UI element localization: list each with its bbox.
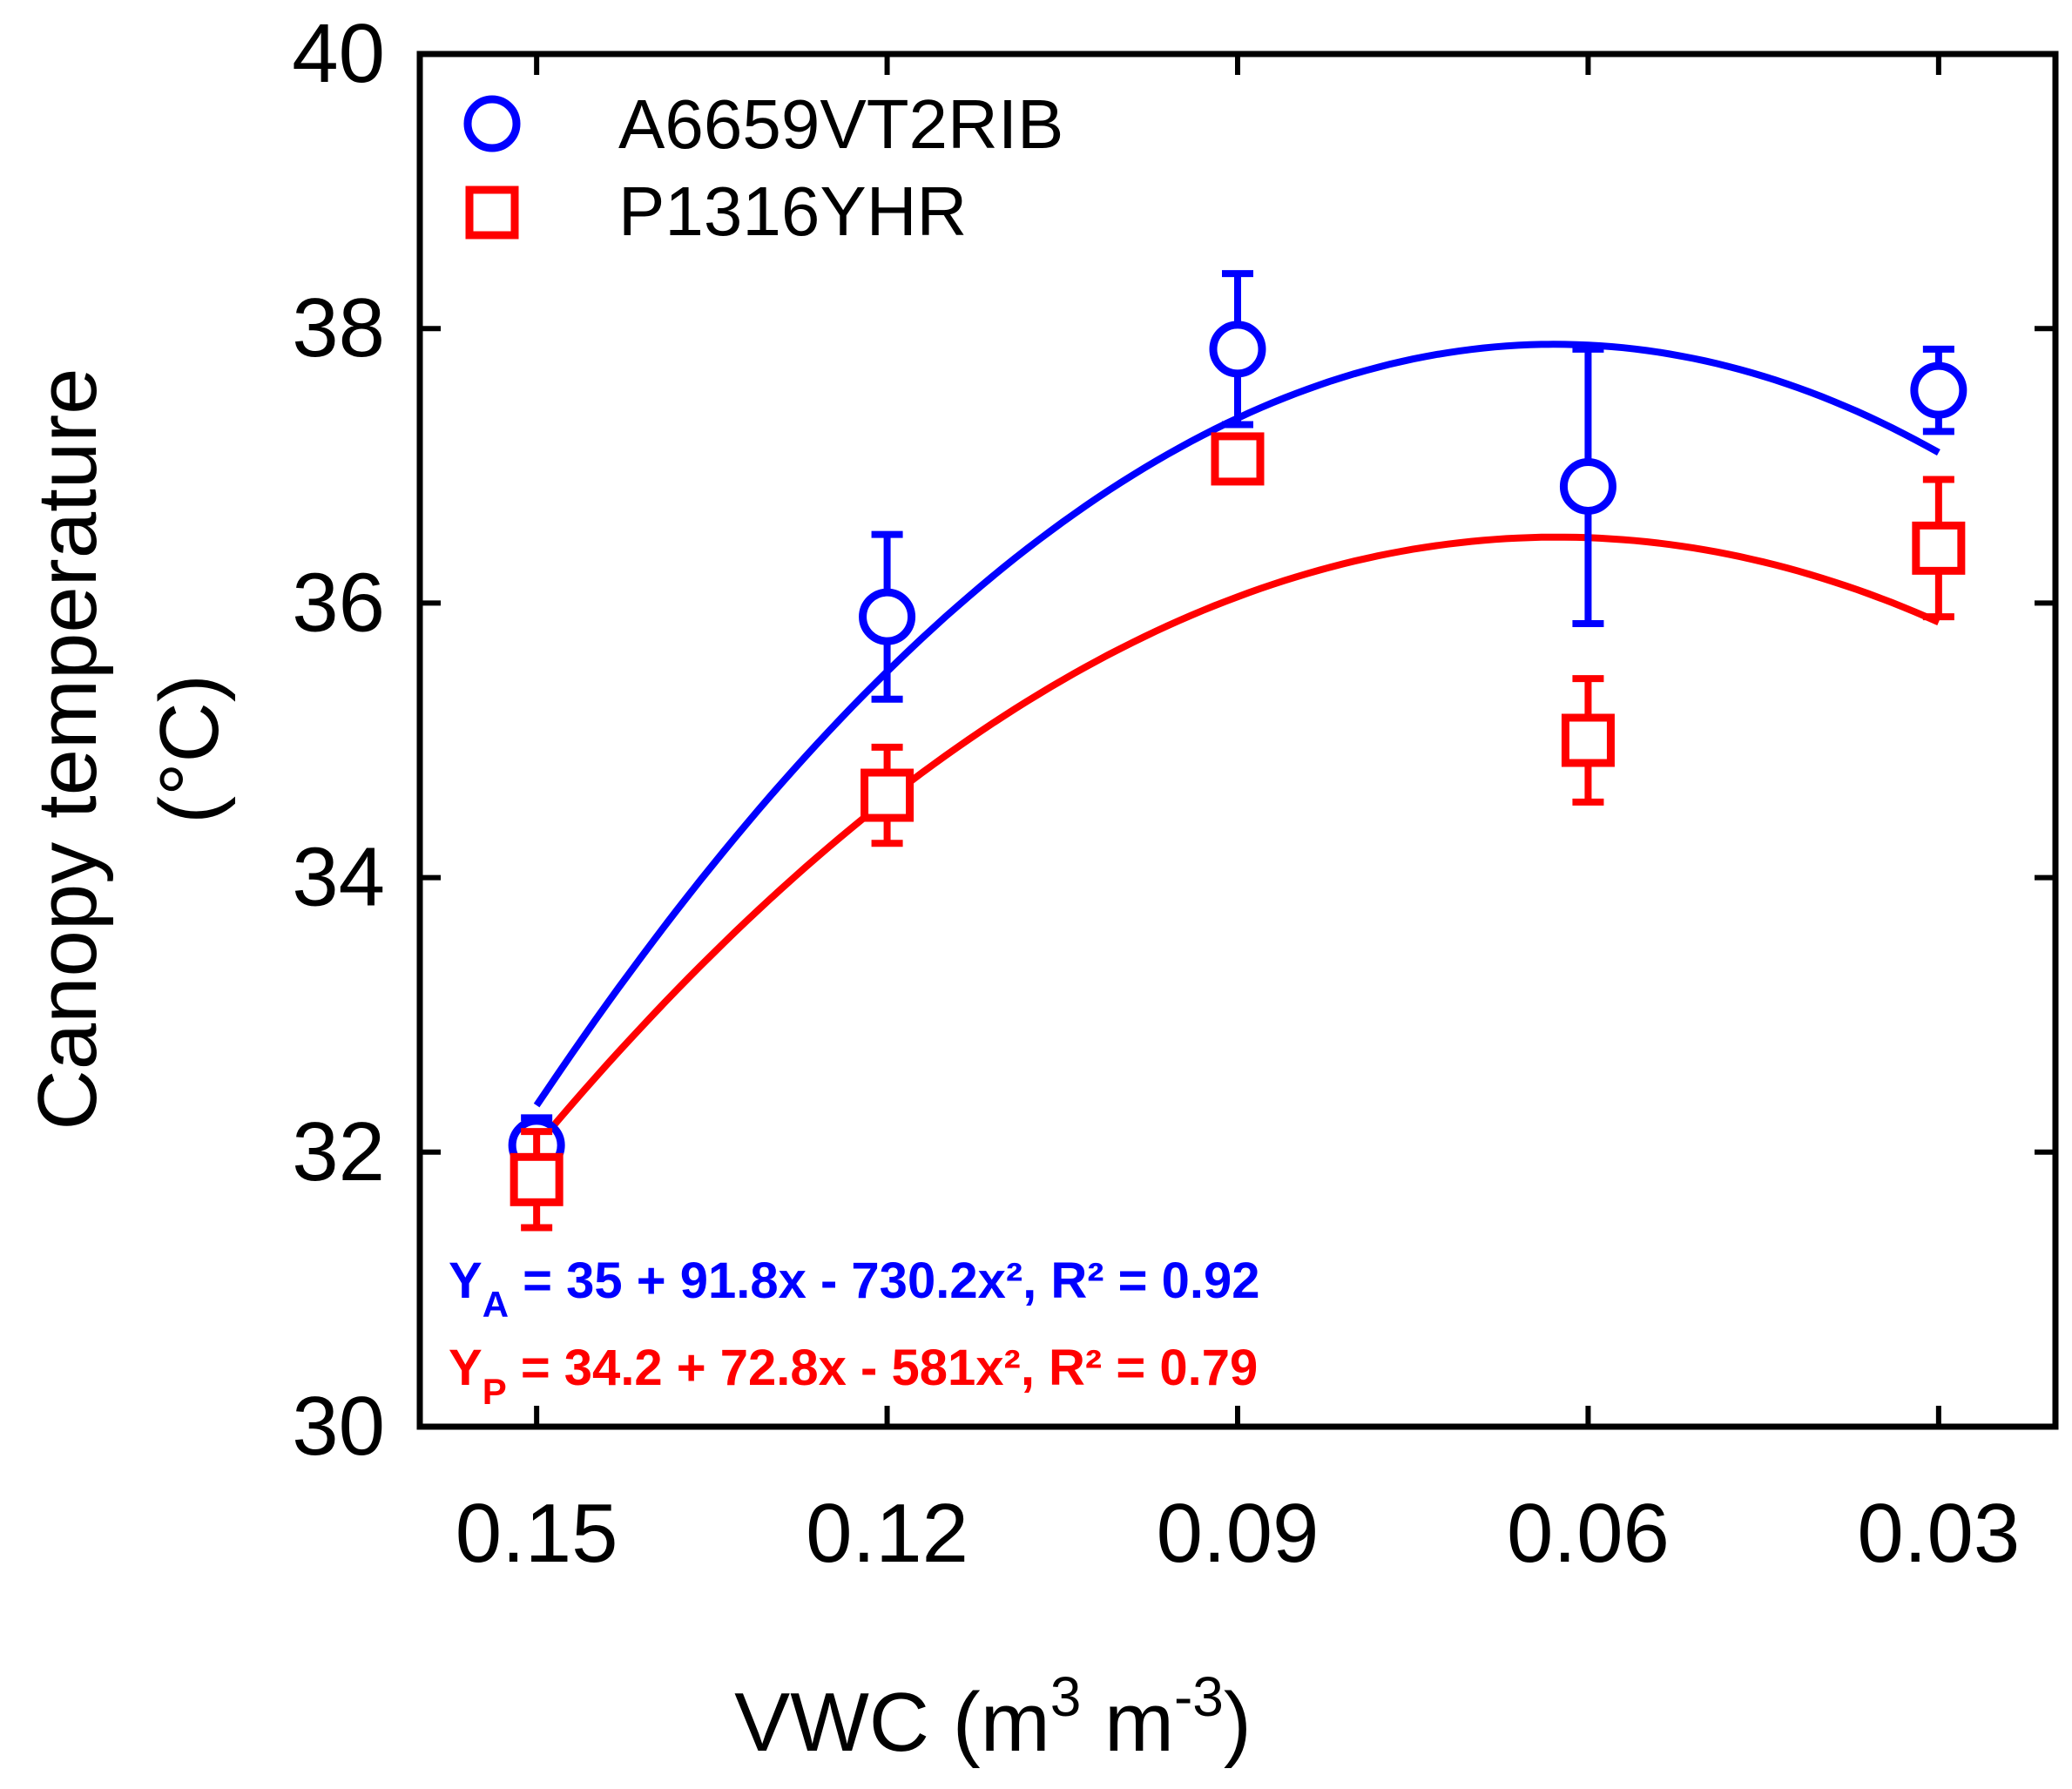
legend-label-a: A6659VT2RIB xyxy=(618,85,1063,163)
marker-circle-a xyxy=(1910,361,1967,419)
x-label-suffix: ) xyxy=(1224,1676,1252,1769)
legend-marker-circle xyxy=(463,95,521,152)
y-tick-label: 38 xyxy=(292,281,385,375)
equation-a-rest: = 35 + 91.8x - 730.2x², R² = 0.92 xyxy=(509,1252,1260,1309)
x-label-prefix: VWC (m xyxy=(734,1676,1050,1769)
marker-square-p xyxy=(1561,713,1615,767)
data-point-a xyxy=(1559,345,1616,628)
x-axis-label: VWC (m3 m-3) xyxy=(734,1665,1252,1769)
equation-p-sub: P xyxy=(483,1371,507,1412)
equation-p-rest: = 34.2 + 72.8x - 581x², R² = 0.79 xyxy=(507,1340,1259,1396)
marker-square-p xyxy=(1211,432,1265,486)
data-point-p xyxy=(861,743,915,847)
x-tick-label: 0.15 xyxy=(456,1487,618,1580)
x-tick-label: 0.06 xyxy=(1507,1487,1670,1580)
marker-circle-a xyxy=(1209,321,1266,378)
data-point-p xyxy=(1912,476,1966,621)
data-point-a xyxy=(1209,270,1266,429)
data-point-a xyxy=(1910,345,1967,435)
data-point-p xyxy=(1561,675,1615,806)
x-tick-label: 0.12 xyxy=(806,1487,969,1580)
y-tick-label: 34 xyxy=(292,831,385,924)
svg-text:(°C): (°C) xyxy=(143,674,236,824)
data-point-p xyxy=(510,1128,564,1232)
legend-label-p: P1316YHR xyxy=(618,172,967,250)
marker-square-p xyxy=(510,1152,564,1206)
y-axis-label: Canopy temperature (°C) xyxy=(21,368,236,1130)
svg-text:Canopy temperature: Canopy temperature xyxy=(21,368,114,1130)
svg-text:YP = 34.2 + 72.8x - 581x², R²: YP = 34.2 + 72.8x - 581x², R² = 0.79 xyxy=(449,1340,1258,1412)
data-point-a xyxy=(859,530,916,703)
equation-a: YA = 35 + 91.8x - 730.2x², R² = 0.92 xyxy=(449,1252,1260,1325)
x-tick-label: 0.03 xyxy=(1857,1487,2020,1580)
equation-a-sub: A xyxy=(483,1284,509,1325)
x-tick-labels: 0.15 0.12 0.09 0.06 0.03 xyxy=(456,1487,2021,1580)
svg-text:VWC (m3 m-3): VWC (m3 m-3) xyxy=(734,1665,1252,1769)
legend-marker-square xyxy=(465,186,519,240)
equation-p: YP = 34.2 + 72.8x - 581x², R² = 0.79 xyxy=(449,1340,1258,1412)
plot-frame xyxy=(416,51,2059,1430)
svg-text:YA = 35 + 91.8x - 730.2x², R²: YA = 35 + 91.8x - 730.2x², R² = 0.92 xyxy=(449,1252,1260,1325)
y-tick-labels: 30 32 34 36 38 40 xyxy=(292,7,385,1473)
plot-area xyxy=(416,51,2059,1430)
fit-curve-p xyxy=(534,533,1940,1148)
x-tick-label: 0.09 xyxy=(1157,1487,1319,1580)
equation-a-y: Y xyxy=(449,1252,483,1309)
data-point-p xyxy=(1211,432,1265,486)
equation-p-y: Y xyxy=(449,1340,483,1396)
y-tick-label: 32 xyxy=(292,1105,385,1198)
marker-square-p xyxy=(1912,521,1966,575)
data-marks xyxy=(508,270,1967,1232)
y-tick-label: 40 xyxy=(292,7,385,100)
legend: A6659VT2RIB P1316YHR xyxy=(463,85,1063,250)
y-tick-label: 30 xyxy=(292,1380,385,1473)
marker-circle-a xyxy=(859,588,916,645)
y-tick-label: 36 xyxy=(292,556,385,649)
x-label-mid: m xyxy=(1081,1676,1174,1769)
x-label-sup1: 3 xyxy=(1050,1665,1082,1728)
marker-circle-a xyxy=(1559,457,1616,515)
marker-square-p xyxy=(861,768,915,822)
x-label-sup2: -3 xyxy=(1174,1665,1224,1728)
